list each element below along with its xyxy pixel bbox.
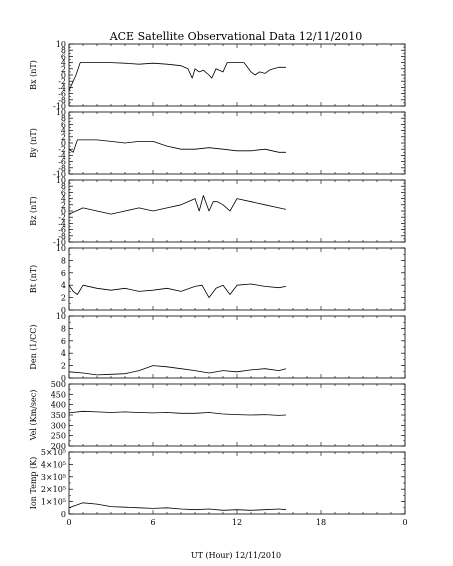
series-line-temp (68, 502, 287, 511)
x-tick-label: 18 (316, 518, 326, 527)
y-tick-label: 10 (56, 108, 66, 117)
y-tick-label: 4 (61, 349, 66, 358)
y-tick-label: 6 (61, 52, 66, 61)
y-tick-label: -10 (53, 238, 66, 247)
y-tick-label: 1×10⁵ (41, 498, 66, 507)
y-tick-label: 0 (61, 207, 66, 216)
y-tick-label: 500 (51, 380, 66, 389)
series-line-bx (68, 62, 286, 91)
panel-frame (68, 315, 406, 379)
y-axis-label: Den (1/CC) (29, 324, 38, 369)
y-tick-label: 450 (51, 390, 66, 399)
series-line-by (68, 139, 286, 153)
y-tick-label: 5×10⁵ (41, 448, 66, 457)
chart-title: ACE Satellite Observational Data 12/11/2… (109, 30, 363, 43)
y-tick-label: 8 (61, 256, 66, 265)
panel-temp: 5×10⁵ 4×10⁵ 3×10⁵ 2×10⁵ 1×10⁵ 0 Ion Temp (K) (29, 448, 406, 519)
y-tick-label: -8 (58, 232, 66, 241)
y-tick-label: 6 (61, 120, 66, 129)
series-line-den (68, 365, 287, 376)
y-axis-label: Bx (nT) (29, 60, 38, 90)
y-tick-label: 4 (61, 195, 66, 204)
y-tick-label: 0 (61, 374, 66, 383)
y-tick-label: -4 (58, 151, 66, 160)
y-tick-label: -6 (58, 90, 66, 99)
y-tick-label: 2×10⁵ (41, 485, 66, 494)
y-axis-label: Bz (nT) (29, 196, 38, 225)
y-tick-label: -10 (53, 102, 66, 111)
y-tick-label: -2 (58, 213, 66, 222)
y-tick-label: -8 (58, 96, 66, 105)
y-tick-label: 6 (61, 269, 66, 278)
series-line-vel (68, 410, 287, 416)
y-tick-label: 8 (61, 182, 66, 191)
y-tick-label: -4 (58, 219, 66, 228)
panel-den: 10 8 6 4 2 0 Den (1/CC) (29, 312, 406, 383)
y-axis-label: Vel (Km/sec) (29, 390, 38, 442)
y-tick-label: 2 (61, 362, 66, 371)
y-tick-label: 4×10⁵ (41, 460, 66, 469)
x-axis-label: UT (Hour) 12/11/2010 (191, 551, 281, 560)
panel-frame (68, 179, 406, 243)
y-tick-label: 10 (56, 244, 66, 253)
panel-frame (68, 111, 406, 175)
y-tick-label: 300 (51, 421, 66, 430)
y-tick-label: 2 (61, 133, 66, 142)
x-tick-label: 0 (402, 518, 407, 527)
x-tick-label: 12 (232, 518, 242, 527)
y-tick-label: 8 (61, 324, 66, 333)
y-tick-label: 10 (56, 40, 66, 49)
series-line-bt (68, 283, 287, 299)
y-tick-label: -6 (58, 226, 66, 235)
y-tick-label: 0 (61, 71, 66, 80)
series-line-bz (68, 195, 287, 215)
x-axis: 0 6 12 18 0 (66, 518, 407, 527)
panel-frame (68, 247, 406, 311)
y-tick-label: 2 (61, 201, 66, 210)
y-tick-label: 6 (61, 188, 66, 197)
y-tick-label: -4 (58, 83, 66, 92)
panel-frame (68, 43, 406, 107)
y-tick-label: 0 (61, 510, 66, 519)
panel-frame (68, 451, 406, 515)
y-tick-label: 0 (61, 139, 66, 148)
y-tick-label: -10 (53, 170, 66, 179)
y-tick-label: 4 (61, 59, 66, 68)
y-tick-label: -2 (58, 77, 66, 86)
x-tick-label: 6 (150, 518, 155, 527)
y-tick-label: -6 (58, 158, 66, 167)
y-tick-label: 3×10⁵ (41, 473, 66, 482)
y-tick-label: 4 (61, 281, 66, 290)
y-tick-label: 0 (61, 306, 66, 315)
y-tick-label: 6 (61, 337, 66, 346)
y-tick-label: 10 (56, 176, 66, 185)
y-tick-label: 2 (61, 294, 66, 303)
y-tick-label: 4 (61, 127, 66, 136)
y-tick-label: 250 (51, 432, 66, 441)
y-axis-label: Bt (nT) (29, 265, 38, 293)
x-tick-label: 0 (66, 518, 71, 527)
y-tick-label: -2 (58, 145, 66, 154)
y-tick-label: 10 (56, 312, 66, 321)
y-tick-label: 8 (61, 46, 66, 55)
y-axis-label: Ion Temp (K) (29, 457, 38, 510)
y-axis-label: By (nT) (29, 128, 38, 158)
y-tick-label: 200 (51, 442, 66, 451)
y-tick-label: 400 (51, 401, 66, 410)
y-tick-label: 2 (61, 65, 66, 74)
y-tick-label: -8 (58, 164, 66, 173)
y-tick-label: 8 (61, 114, 66, 123)
panel-bt: 10 8 6 4 2 0 Bt (nT) (29, 244, 406, 315)
y-tick-label: 350 (51, 411, 66, 420)
